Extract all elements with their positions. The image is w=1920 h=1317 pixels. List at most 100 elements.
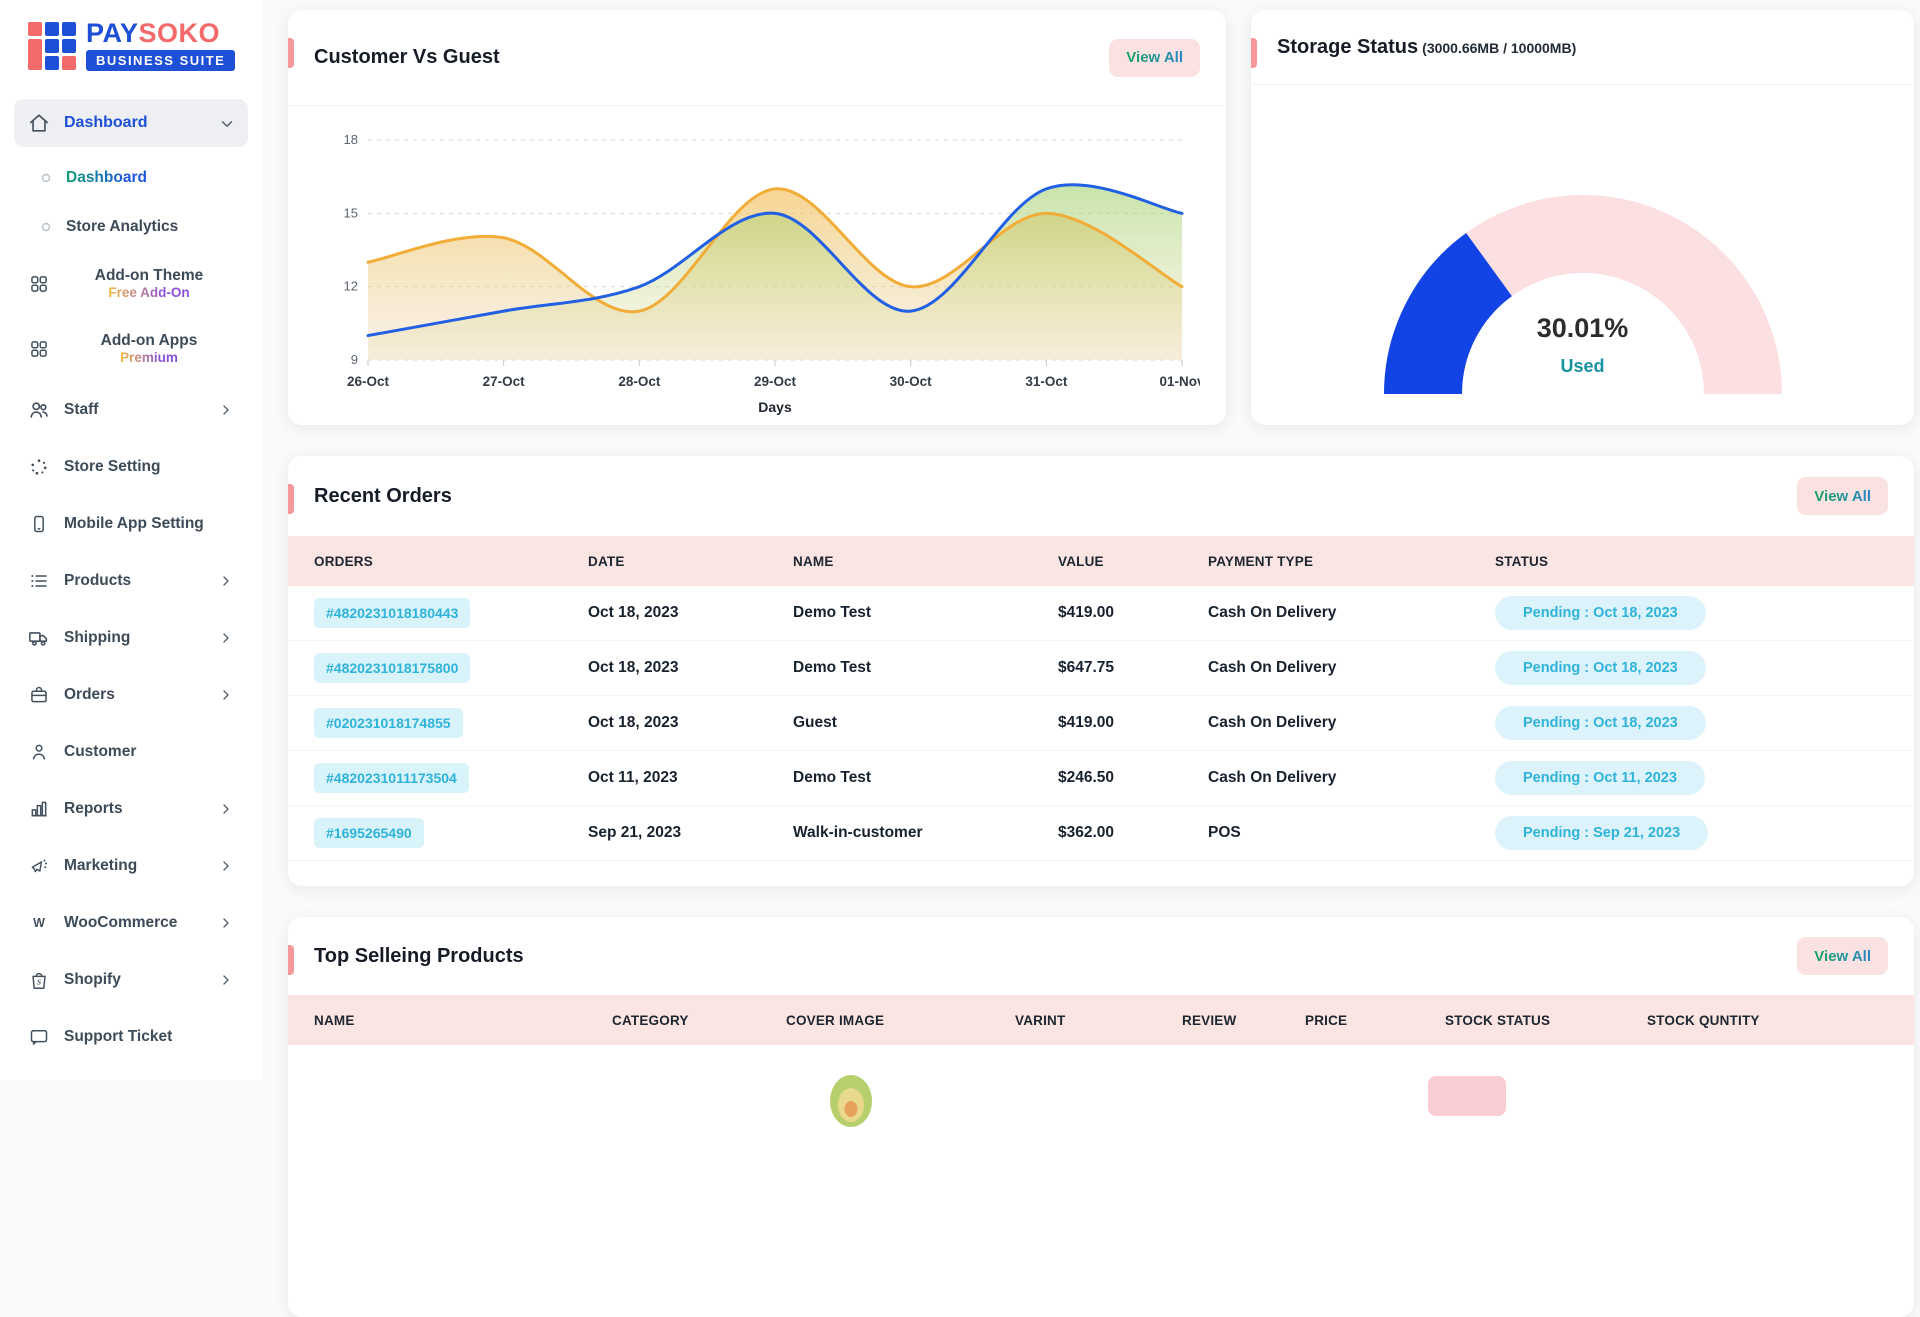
list-icon [28, 570, 50, 592]
sidebar-item-store-analytics[interactable]: Store Analytics [14, 209, 248, 245]
sidebar-item-sublabel: Free Add-On [108, 285, 190, 301]
svg-text:12: 12 [344, 279, 358, 294]
sidebar-item-shopify[interactable]: S Shopify [14, 958, 248, 1002]
order-id-link[interactable]: #020231018174855 [314, 708, 463, 738]
sidebar-item-dashboard-sub[interactable]: Dashboard [14, 160, 248, 196]
sidebar-item-label: Add-on Theme [94, 266, 204, 284]
order-date: Oct 18, 2023 [588, 659, 679, 676]
bar-chart-icon [28, 798, 50, 820]
shopping-bag-icon: S [28, 969, 50, 991]
user-icon [28, 741, 50, 763]
column-header-varint: VARINT [1015, 1012, 1066, 1028]
chevron-right-icon [218, 402, 234, 418]
svg-text:Days: Days [758, 399, 792, 415]
storage-percent-value: 30.01% [1536, 313, 1629, 343]
recent-orders-table-body: #4820231018180443 Oct 18, 2023 Demo Test $4… [288, 586, 1914, 861]
svg-text:S: S [37, 978, 41, 987]
order-payment-type: Cash On Delivery [1208, 714, 1337, 731]
order-payment-type: Cash On Delivery [1208, 604, 1337, 621]
column-header-name: NAME [314, 1012, 355, 1028]
sidebar-item-customer[interactable]: Customer [14, 730, 248, 774]
main-content: Customer Vs Guest View All 9 12 15 18 26-Oct… [288, 10, 1914, 1317]
dashboard-page: { "logo": { "brand_primary": "PAY", "bra… [0, 10, 1914, 1317]
customer-vs-guest-view-all-button[interactable]: View All [1109, 38, 1200, 77]
order-value: $419.00 [1058, 714, 1115, 731]
order-date: Oct 18, 2023 [588, 604, 679, 621]
top-products-view-all-button[interactable]: View All [1797, 937, 1888, 975]
sidebar-item-reports[interactable]: Reports [14, 787, 248, 831]
truck-icon [28, 627, 50, 649]
svg-text:31-Oct: 31-Oct [1025, 374, 1068, 389]
sidebar-item-woocommerce[interactable]: W WooCommerce [14, 901, 248, 945]
sidebar-item-add-on-apps[interactable]: Add-on Apps Premium [14, 323, 248, 375]
briefcase-icon [28, 684, 50, 706]
order-id-link[interactable]: #4820231018175800 [314, 653, 471, 683]
sidebar-item-label: Customer [64, 743, 137, 760]
sidebar-item-dashboard[interactable]: Dashboard [14, 99, 248, 147]
sidebar-item-label: Store Analytics [66, 218, 179, 235]
sidebar-item-add-on-theme[interactable]: Add-on Theme Free Add-On [14, 258, 248, 310]
product-cover-image [830, 1075, 872, 1127]
order-customer-name: Demo Test [793, 769, 872, 786]
circle-icon [40, 172, 52, 184]
card-accent-bar [288, 945, 294, 975]
sidebar-item-label: Support Ticket [64, 1028, 173, 1045]
sidebar-item-staff[interactable]: Staff [14, 388, 248, 432]
column-header-value: VALUE [1058, 553, 1104, 569]
sidebar-item-products[interactable]: Products [14, 559, 248, 603]
brand-name: PAYSOKO [86, 18, 221, 48]
sidebar-item-label: WooCommerce [64, 914, 178, 931]
sidebar-item-mobile-app-setting[interactable]: Mobile App Setting [14, 502, 248, 546]
order-id-link[interactable]: #1695265490 [314, 818, 424, 848]
sidebar-item-label: Orders [64, 686, 115, 703]
sidebar-item-store-setting[interactable]: Store Setting [14, 445, 248, 489]
column-header-cover-image: COVER IMAGE [786, 1012, 885, 1028]
order-row: #4820231011173504 Oct 11, 2023 Demo Test $2… [288, 751, 1914, 806]
order-row: #4820231018180443 Oct 18, 2023 Demo Test $4… [288, 586, 1914, 641]
chevron-right-icon [218, 858, 234, 874]
card-accent-bar [1251, 38, 1257, 68]
letter-w-icon: W [28, 912, 50, 934]
order-row: #1695265490 Sep 21, 2023 Walk-in-customer $… [288, 806, 1914, 861]
order-status-badge: Pending : Oct 18, 2023 [1495, 651, 1706, 685]
column-header-stock-status: STOCK STATUS [1445, 1012, 1551, 1028]
svg-text:9: 9 [351, 352, 358, 367]
column-header-date: DATE [588, 553, 625, 569]
top-products-title: Top Selleing Products [314, 944, 524, 967]
sidebar-item-shipping[interactable]: Shipping [14, 616, 248, 660]
top-selling-products-card: Top Selleing Products View All NAME CATE… [288, 917, 1914, 1317]
svg-text:28-Oct: 28-Oct [618, 374, 661, 389]
storage-usage-text: (3000.66MB / 10000MB) [1422, 39, 1577, 56]
column-header-review: REVIEW [1182, 1012, 1237, 1028]
sidebar-item-marketing[interactable]: Marketing [14, 844, 248, 888]
order-payment-type: POS [1208, 824, 1241, 841]
order-id-link[interactable]: #4820231018180443 [314, 598, 471, 628]
order-date: Oct 11, 2023 [588, 769, 678, 786]
order-id-link[interactable]: #4820231011173504 [314, 763, 469, 793]
smartphone-icon [28, 513, 50, 535]
sidebar-item-label: Mobile App Setting [64, 515, 204, 532]
users-icon [28, 399, 50, 421]
megaphone-icon [28, 855, 50, 877]
order-status-badge: Pending : Oct 18, 2023 [1495, 706, 1706, 740]
chevron-right-icon [218, 687, 234, 703]
grid-icon [28, 338, 50, 360]
recent-orders-view-all-button[interactable]: View All [1797, 477, 1888, 515]
order-status-badge: Pending : Oct 18, 2023 [1495, 596, 1706, 630]
sidebar-item-label: Dashboard [64, 114, 148, 131]
sidebar-nav: Dashboard Dashboard Store Analytics Add-on … [0, 99, 262, 1059]
chevron-right-icon [218, 630, 234, 646]
column-header-orders: ORDERS [314, 553, 373, 569]
card-accent-bar [288, 484, 294, 514]
order-value: $362.00 [1058, 824, 1115, 841]
svg-text:W: W [33, 916, 45, 930]
svg-text:29-Oct: 29-Oct [754, 374, 797, 389]
order-status-badge: Pending : Sep 21, 2023 [1495, 816, 1709, 850]
order-customer-name: Guest [793, 714, 837, 731]
column-header-status: STATUS [1495, 553, 1549, 569]
order-status-badge: Pending : Oct 11, 2023 [1495, 761, 1705, 795]
sidebar-item-support-ticket[interactable]: Support Ticket [14, 1015, 248, 1059]
sidebar-item-orders[interactable]: Orders [14, 673, 248, 717]
recent-orders-title: Recent Orders [314, 484, 452, 507]
card-accent-bar [288, 38, 294, 68]
